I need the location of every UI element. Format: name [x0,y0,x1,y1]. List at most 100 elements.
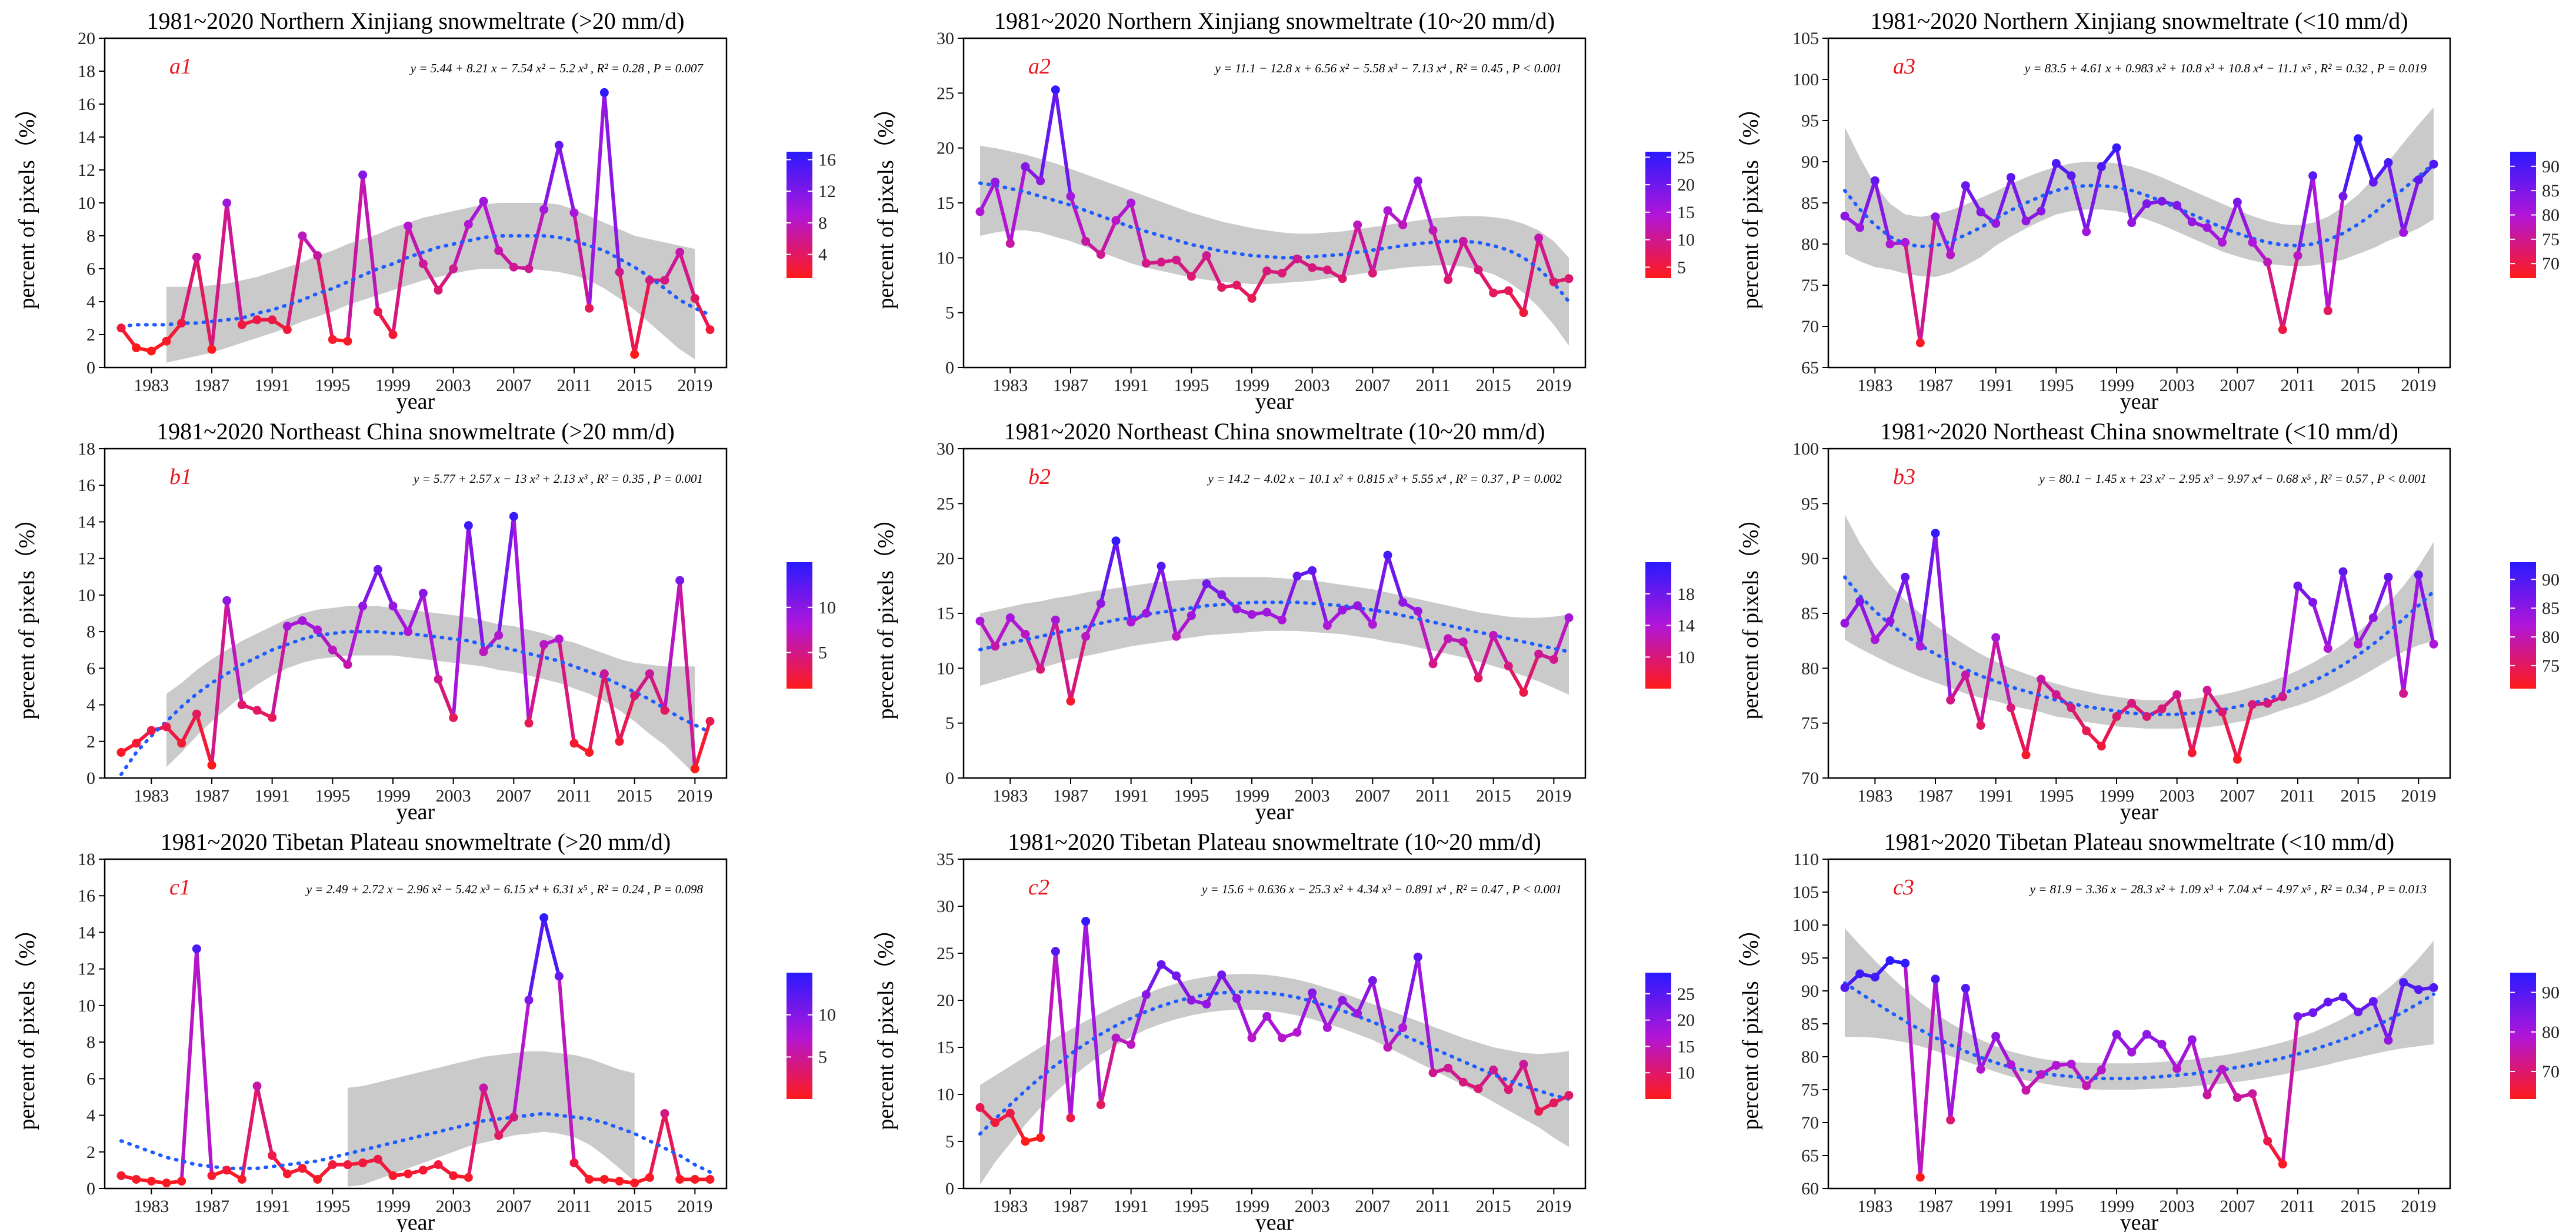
data-point [1901,238,1910,247]
x-tick-label: 2015 [2341,376,2376,395]
data-point [418,589,428,598]
series-segment [1280,574,1299,622]
panel-label: b3 [1893,465,1915,489]
data-point [2112,143,2121,152]
series-segment [2311,600,2330,650]
y-tick-label: 10 [937,1085,954,1104]
data-point [1338,274,1347,283]
data-point [1961,670,1970,680]
series-segment [2417,573,2435,646]
data-point [1458,236,1468,246]
data-point [1111,1033,1121,1043]
data-point [615,737,624,746]
colorbar-tick-label: 75 [2542,230,2560,249]
series-segment [2401,573,2421,696]
data-point [539,913,549,923]
regression-equation: y = 2.49 + 2.72 x − 2.96 x² − 5.42 x³ − … [305,882,704,896]
x-axis-label: year [2120,389,2159,414]
x-tick-label: 2015 [1476,1197,1511,1216]
series-segment [1129,201,1148,265]
colorbar-tick-label: 80 [2542,627,2560,647]
y-tick-label: 110 [1793,850,1819,869]
x-tick-label: 1995 [315,1197,350,1216]
series-segment [993,180,1012,246]
data-point [1051,947,1060,956]
data-point [1383,206,1392,215]
series-segment [632,278,652,356]
y-tick-label: 15 [937,193,954,213]
series-segment [482,1086,501,1137]
y-tick-label: 0 [945,1179,954,1198]
series-segment [2326,570,2345,650]
series-segment [451,523,471,720]
y-tick-label: 5 [945,303,954,323]
series-segment [195,947,214,1178]
series-segment [1205,973,1224,1006]
data-point [388,1171,398,1180]
series-segment [1948,986,1968,1122]
series-segment [2205,688,2224,714]
x-tick-label: 1991 [255,376,290,395]
series-segment [1934,977,1952,1122]
data-point [373,1154,382,1164]
data-point [1885,956,1895,965]
data-point [343,1160,352,1170]
series-segment [527,916,546,1002]
data-point [373,565,382,574]
regression-equation: y = 83.5 + 4.61 x + 0.983 x² + 10.8 x³ +… [2024,61,2427,75]
series-segment [978,619,997,648]
data-point [1141,259,1151,268]
data-point [2232,198,2242,207]
data-point [1840,983,1849,992]
x-tick-label: 2015 [2341,786,2376,806]
data-point [1353,220,1362,229]
data-point [2308,171,2318,181]
chart-svg-b2: 1981~2020 Northeast China snowmeltrate (… [874,418,1695,824]
data-point [2051,1061,2061,1070]
data-point [2232,754,2242,764]
series-segment [2281,1014,2300,1166]
y-tick-label: 80 [1801,1047,1819,1067]
data-point [569,208,579,218]
x-tick-label: 2011 [557,786,592,806]
data-point [1081,632,1091,641]
x-tick-label: 1995 [2038,376,2074,395]
series-segment [1918,215,1937,345]
data-point [146,346,156,356]
series-segment [1491,633,1511,668]
data-point [2293,581,2302,590]
series-segment [2084,165,2104,233]
colorbar-tick-label: 90 [2542,157,2560,176]
data-point [1141,990,1151,999]
data-point [1564,274,1574,283]
data-point [2082,726,2091,736]
data-point [207,760,216,770]
trend-line [119,234,712,328]
x-tick-label: 1991 [1114,1197,1149,1216]
x-tick-label: 1983 [1857,786,1892,806]
x-tick-label: 1987 [194,1197,229,1216]
y-tick-label: 105 [1792,883,1819,902]
chart-svg-a3: 1981~2020 Northern Xinjiang snowmeltrate… [1738,8,2560,414]
series-segment [1054,949,1072,1120]
y-axis-label: percent of pixels（%） [1738,508,1763,720]
data-point [524,996,534,1005]
series-segment [1477,633,1495,680]
series-segment [2356,616,2375,646]
data-point [1519,1060,1528,1069]
data-point [1232,281,1241,290]
data-point [1202,251,1211,261]
series-segment [1189,582,1208,617]
data-point [2021,216,2031,226]
data-point [2399,689,2408,698]
chart-panel-b3: 1981~2020 Northeast China snowmeltrate (… [1724,410,2576,824]
y-tick-label: 16 [78,476,95,495]
data-point [2097,162,2106,171]
data-point [1931,529,1940,538]
data-point [1368,620,1377,629]
y-tick-label: 14 [78,512,95,532]
data-point [1202,999,1211,1009]
data-point [298,616,307,625]
series-segment [195,255,214,352]
series-segment [1552,616,1571,662]
